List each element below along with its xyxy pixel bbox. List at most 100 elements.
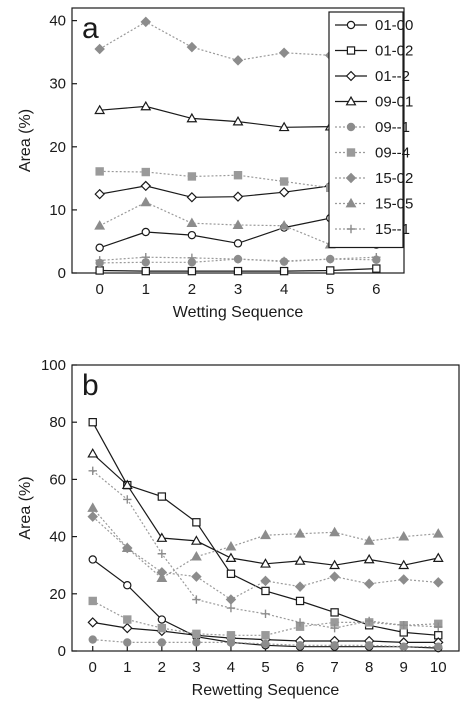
x-tick-label: 0 bbox=[89, 659, 97, 676]
legend-label: 15-05 bbox=[375, 196, 413, 213]
data-point bbox=[94, 188, 105, 200]
data-point bbox=[398, 574, 409, 585]
x-tick-label: 1 bbox=[142, 281, 150, 298]
data-point bbox=[95, 243, 104, 252]
series-line bbox=[92, 470, 439, 629]
legend-marker bbox=[346, 46, 356, 55]
data-point bbox=[141, 167, 150, 177]
data-point bbox=[279, 177, 289, 186]
legend-label: 01--2 bbox=[375, 68, 410, 85]
legend-marker bbox=[346, 20, 356, 30]
series-line bbox=[92, 507, 439, 579]
data-point bbox=[94, 104, 106, 115]
data-point bbox=[294, 528, 306, 538]
x-tick-label: 9 bbox=[400, 659, 408, 676]
data-point bbox=[187, 230, 197, 240]
data-point bbox=[156, 532, 168, 542]
panel-a-chart: 0 10 20 30 40 0 1 2 3 4 5 6 Wetting Sequence Area (%)… bbox=[17, 7, 413, 321]
data-point bbox=[94, 220, 106, 230]
y-axis-title: Area (%) bbox=[17, 476, 34, 539]
data-point bbox=[260, 558, 271, 568]
data-point bbox=[261, 586, 270, 596]
data-point bbox=[261, 631, 270, 640]
data-point bbox=[363, 578, 375, 590]
data-point bbox=[294, 555, 306, 565]
data-point bbox=[232, 115, 244, 126]
data-point bbox=[260, 529, 271, 540]
series-01-02 bbox=[95, 264, 381, 276]
data-point bbox=[225, 552, 237, 562]
data-point bbox=[225, 541, 237, 551]
data-point bbox=[87, 502, 99, 512]
data-point bbox=[123, 638, 132, 647]
data-point bbox=[330, 608, 339, 617]
data-point bbox=[226, 603, 236, 613]
x-tick-label: 2 bbox=[188, 281, 196, 298]
data-point bbox=[226, 631, 236, 640]
data-point bbox=[157, 623, 167, 633]
x-tick-label: 4 bbox=[280, 281, 288, 298]
series-01-02 bbox=[88, 418, 443, 640]
data-point bbox=[87, 617, 98, 628]
data-point bbox=[186, 217, 198, 228]
data-point bbox=[399, 642, 408, 651]
x-tick-label: 6 bbox=[372, 281, 380, 298]
data-point bbox=[190, 551, 202, 561]
data-point bbox=[233, 266, 243, 276]
y-tick-label: 20 bbox=[49, 139, 66, 156]
data-point bbox=[372, 264, 381, 273]
x-tick-label: 1 bbox=[123, 659, 131, 676]
panel-b-chart: 0 20 40 60 80 100 0 1 2 3 4 5 6 7 8 9 10 Rewetting Sequen… bbox=[17, 357, 460, 699]
legend-marker bbox=[346, 148, 356, 157]
series-line bbox=[92, 453, 439, 566]
legend-label: 15-02 bbox=[375, 170, 413, 187]
data-point bbox=[399, 621, 408, 630]
data-point bbox=[279, 266, 289, 276]
data-point bbox=[261, 639, 270, 649]
data-point bbox=[123, 615, 132, 624]
data-point bbox=[434, 622, 443, 631]
data-point bbox=[372, 253, 381, 262]
data-point bbox=[141, 227, 150, 237]
data-point bbox=[295, 641, 305, 650]
data-point bbox=[140, 180, 152, 192]
x-tick-label: 4 bbox=[227, 659, 235, 676]
data-point bbox=[187, 266, 197, 276]
x-axis-title: Rewetting Sequence bbox=[192, 682, 340, 699]
data-point bbox=[326, 254, 335, 264]
data-point bbox=[186, 112, 198, 123]
x-axis-title: Wetting Sequence bbox=[173, 304, 304, 321]
x-tick-label: 2 bbox=[158, 659, 166, 676]
series-15--1 bbox=[88, 466, 443, 633]
legend-label: 09-01 bbox=[375, 94, 413, 111]
x-tick-label: 6 bbox=[296, 659, 304, 676]
data-point bbox=[294, 581, 306, 592]
series-09--1 bbox=[88, 635, 443, 651]
data-point bbox=[88, 466, 97, 476]
data-point bbox=[233, 171, 243, 180]
legend-marker bbox=[345, 95, 357, 106]
legend-marker bbox=[345, 197, 357, 208]
data-point bbox=[330, 641, 339, 650]
series-15--1 bbox=[95, 253, 381, 266]
plot-frame bbox=[71, 364, 460, 652]
data-point bbox=[295, 596, 305, 606]
data-point bbox=[330, 623, 339, 633]
data-point bbox=[192, 638, 201, 647]
data-point bbox=[157, 492, 167, 501]
x-tick-label: 3 bbox=[192, 659, 200, 676]
data-point bbox=[260, 575, 271, 587]
data-point bbox=[186, 192, 198, 203]
series-09-01 bbox=[87, 448, 444, 570]
data-point bbox=[364, 616, 374, 626]
data-point bbox=[157, 549, 167, 558]
data-point bbox=[329, 571, 340, 582]
data-point bbox=[226, 638, 236, 647]
data-point bbox=[232, 219, 244, 229]
data-point bbox=[432, 528, 444, 538]
x-tick-label: 5 bbox=[261, 659, 269, 676]
y-axis-title: Area (%) bbox=[17, 109, 34, 172]
data-point bbox=[88, 635, 97, 644]
data-point bbox=[157, 638, 167, 647]
